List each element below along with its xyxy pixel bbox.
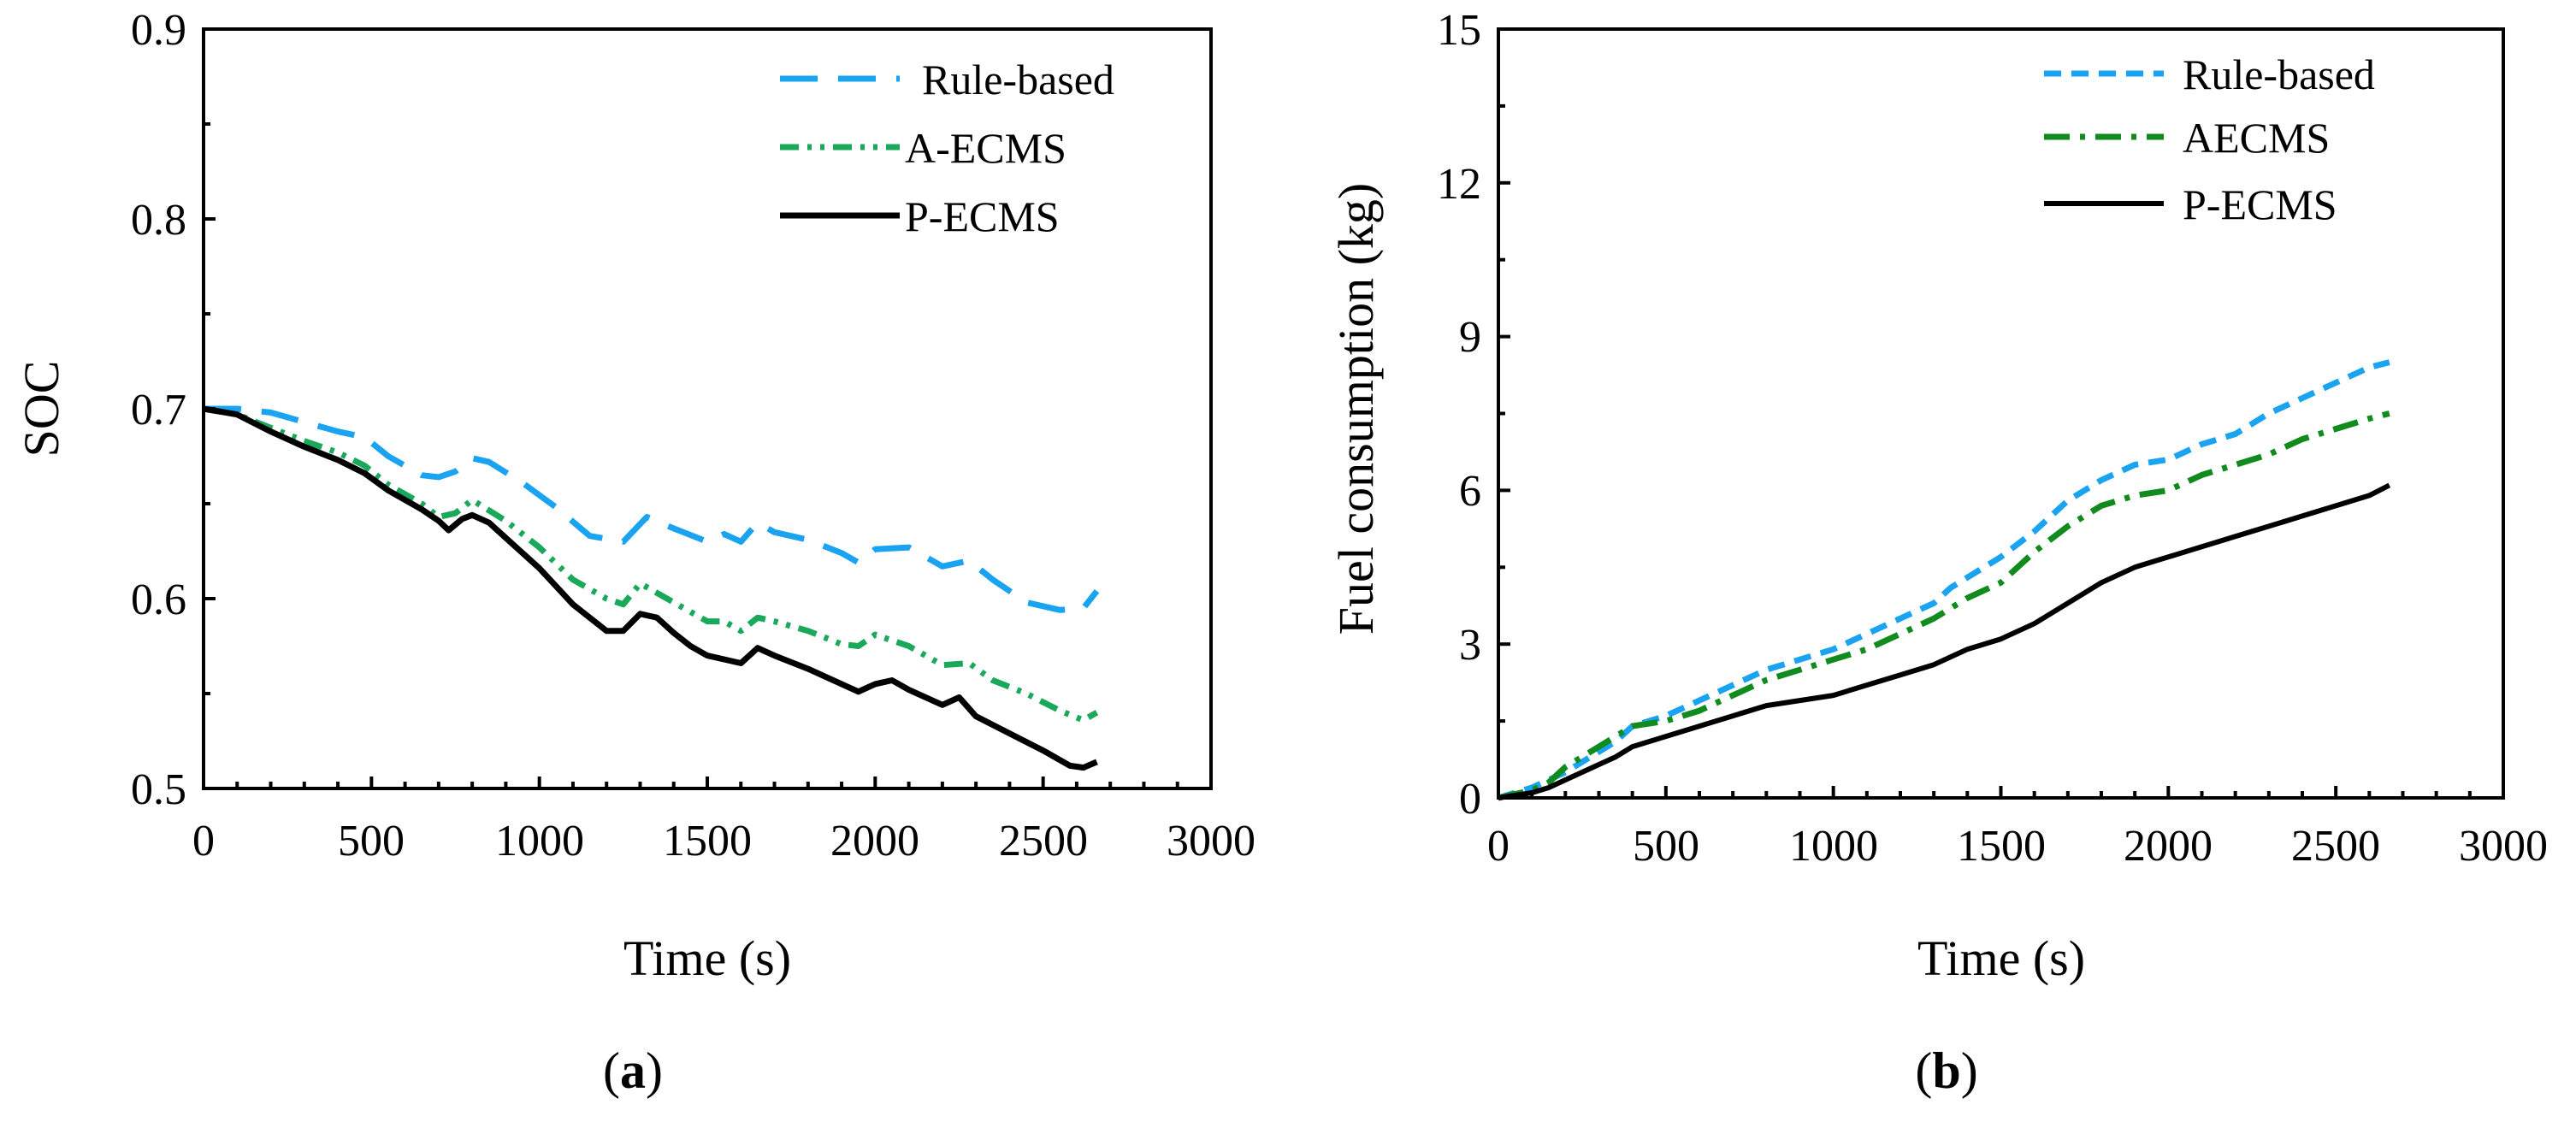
series-layer-a <box>203 405 1100 771</box>
x-tick-label: 0 <box>1487 822 1510 871</box>
y-tick-label: 12 <box>1437 160 1481 209</box>
series-line-rule-based <box>204 405 1100 613</box>
x-tick-label: 2000 <box>2124 822 2213 871</box>
x-tick-label: 500 <box>1633 822 1699 871</box>
legend-label-p-ecms: P-ECMS <box>905 192 1060 240</box>
y-tick-label: 15 <box>1437 6 1481 55</box>
x-tick-label: 1000 <box>495 817 584 865</box>
panel-label-a: (a) <box>603 1042 663 1099</box>
y-tick-label: 0.9 <box>131 6 186 55</box>
chart-panel-b: 0 3 6 9 12 15 0 500 1000 1500 2000 2500 … <box>1328 6 2548 1099</box>
x-tick-label: 2000 <box>830 817 919 865</box>
series-line-aecms <box>1498 410 2390 801</box>
series-line-a-ecms <box>203 405 1099 723</box>
series-line-rule-based <box>1497 359 2390 801</box>
plot-frame-b <box>1497 27 2505 800</box>
y-tick-label: 9 <box>1459 313 1481 362</box>
x-tick-label: 0 <box>192 817 215 865</box>
legend-a: Rule-based A-ECMS P-ECMS <box>780 56 1114 240</box>
legend-label-rule-based: Rule-based <box>2183 50 2375 98</box>
series-line-p-ecms <box>1498 482 2391 800</box>
y-tick-label: 0.7 <box>131 386 186 434</box>
legend-label-p-ecms: P-ECMS <box>2183 180 2337 228</box>
x-tick-label: 2500 <box>999 817 1088 865</box>
x-tick-label: 500 <box>338 817 405 865</box>
x-tick-label: 1500 <box>1957 822 2046 871</box>
x-tick-label: 3000 <box>2459 822 2548 871</box>
legend-label-a-ecms: A-ECMS <box>905 124 1066 172</box>
series-line-p-ecms <box>203 405 1098 771</box>
x-axis-title: Time (s) <box>1917 930 2085 986</box>
y-tick-label: 6 <box>1459 467 1481 516</box>
tick-layer-a <box>202 27 1213 790</box>
series-layer-b <box>1497 359 2391 801</box>
y-tick-label: 3 <box>1459 621 1481 670</box>
legend-b: Rule-based AECMS P-ECMS <box>2044 50 2375 228</box>
y-tick-label: 0.8 <box>131 196 186 245</box>
y-axis-title: SOC <box>14 361 69 458</box>
y-tick-label: 0.5 <box>131 765 186 814</box>
x-tick-label: 1000 <box>1789 822 1878 871</box>
x-axis-title: Time (s) <box>623 930 791 986</box>
tick-layer-b <box>1497 27 2505 800</box>
legend-label-rule-based: Rule-based <box>922 56 1114 103</box>
chart-panel-a: 0.5 0.6 0.7 0.8 0.9 0 500 1000 1500 2000… <box>14 6 1256 1099</box>
x-tick-label: 2500 <box>2291 822 2380 871</box>
legend-label-aecms: AECMS <box>2183 114 2330 162</box>
y-tick-label: 0 <box>1459 775 1481 824</box>
y-axis-title: Fuel consumption (kg) <box>1328 183 1384 635</box>
x-tick-label: 3000 <box>1167 817 1256 865</box>
panel-label-b: (b) <box>1915 1042 1977 1099</box>
y-tick-label: 0.6 <box>131 576 186 624</box>
x-tick-label: 1500 <box>663 817 752 865</box>
